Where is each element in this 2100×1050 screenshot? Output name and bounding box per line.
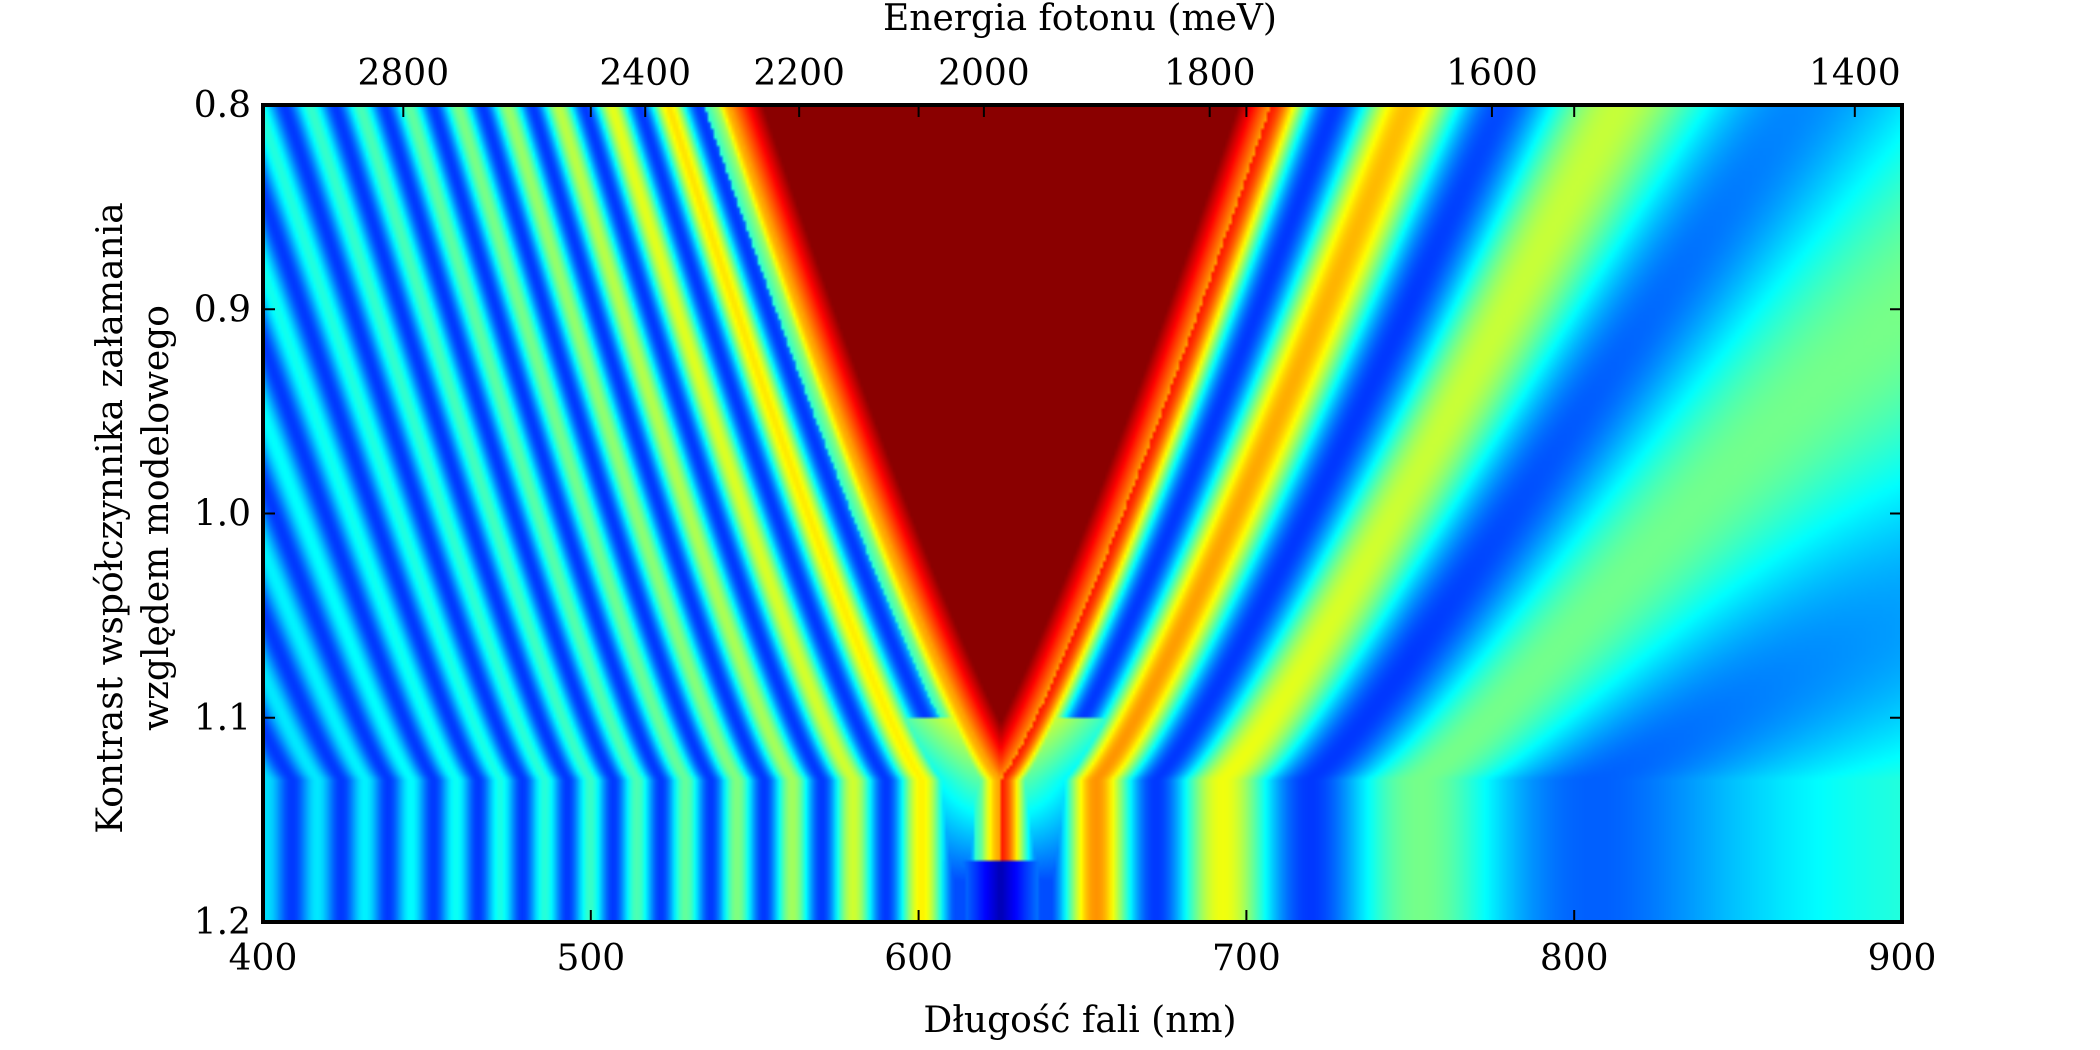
x-tick-label: 700 (1212, 938, 1281, 979)
top-axis-title: Energia fotonu (meV) (883, 0, 1277, 39)
x-axis-title: Długość fali (nm) (923, 1000, 1236, 1041)
top-tick-label: 2200 (753, 53, 845, 94)
top-tick-label: 2000 (938, 53, 1030, 94)
y-tick-label: 1.1 (194, 698, 251, 739)
top-tick-label: 1600 (1446, 53, 1538, 94)
y-tick-label: 1.2 (194, 902, 251, 943)
top-tick-label: 1400 (1809, 53, 1901, 94)
top-tick-label: 2400 (599, 53, 691, 94)
axis-ticks (262, 104, 1903, 923)
y-axis-title-line-1: Kontrast współczynnika załamania (90, 202, 131, 833)
top-tick-label: 2800 (357, 53, 449, 94)
tick-labels: 400 500 600 700 800 900 0.8 0.9 1.0 1.1 1.2 2800 240… (194, 53, 1937, 979)
y-tick-label: 0.9 (194, 289, 251, 330)
x-tick-label: 800 (1540, 938, 1609, 979)
x-tick-label: 900 (1868, 938, 1937, 979)
x-tick-label: 400 (229, 938, 298, 979)
y-axis-title-line-2: względem modelowego (136, 305, 177, 731)
heatmap-image (263, 105, 1902, 922)
y-tick-label: 0.8 (194, 85, 251, 126)
x-tick-label: 600 (884, 938, 953, 979)
heatmap-raster (263, 105, 1902, 922)
x-tick-label: 500 (556, 938, 625, 979)
y-tick-label: 1.0 (194, 494, 251, 535)
top-tick-label: 1800 (1164, 53, 1256, 94)
